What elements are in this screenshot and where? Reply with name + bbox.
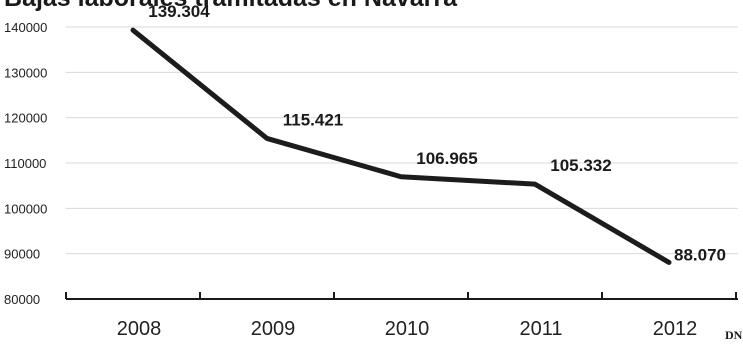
x-tick-label: 2012 <box>653 318 698 340</box>
y-tick-label: 100000 <box>4 201 47 216</box>
chart-title: Bajas laborales tramitadas en Navarra <box>4 0 458 12</box>
y-tick-label: 110000 <box>4 156 46 171</box>
y-tick-label: 80000 <box>4 292 40 307</box>
gridlines <box>66 26 738 255</box>
data-label: 115.421 <box>283 110 344 129</box>
data-labels: 139.304 115.421 106.965 105.332 88.070 <box>148 2 726 264</box>
x-tick-label: 2009 <box>251 318 296 340</box>
x-tick-label: 2011 <box>519 318 562 340</box>
x-tick-label: 2008 <box>117 318 162 340</box>
series <box>130 27 672 265</box>
y-tick-label: 120000 <box>4 111 47 126</box>
x-axis <box>65 292 738 300</box>
x-axis-ticks: 2008 2009 2010 2011 2012 <box>117 318 698 340</box>
credit-text: DN <box>725 328 743 342</box>
data-label: 88.070 <box>674 245 726 264</box>
data-label: 139.304 <box>148 2 210 21</box>
data-label: 105.332 <box>550 156 611 175</box>
data-label: 106.965 <box>416 149 477 168</box>
y-axis-ticks: 80000 90000 100000 110000 120000 130000 140000 <box>4 20 47 307</box>
y-tick-label: 140000 <box>4 20 47 35</box>
x-tick-label: 2010 <box>385 318 430 340</box>
y-tick-label: 90000 <box>4 247 40 262</box>
series-line <box>130 27 672 265</box>
y-tick-label: 130000 <box>4 65 47 80</box>
